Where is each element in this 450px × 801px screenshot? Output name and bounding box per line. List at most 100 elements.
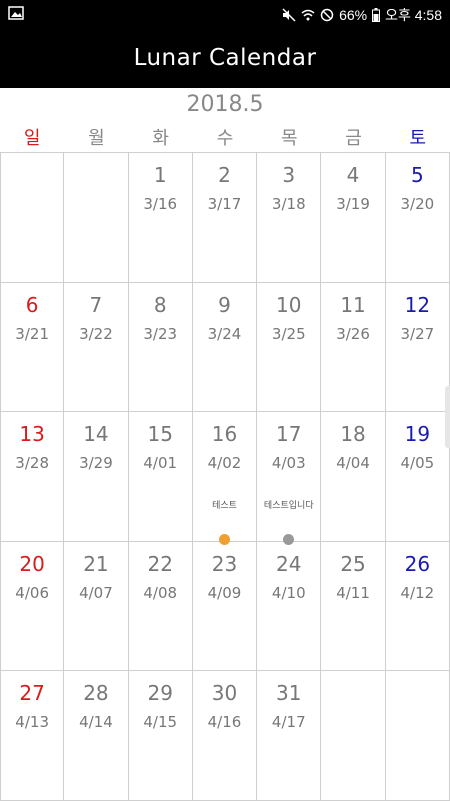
day-number: 14	[83, 422, 109, 447]
calendar-week-row: 27 4/13 28 4/14 29 4/15 30 4/16 31 4/17	[0, 671, 450, 801]
lunar-date: 3/19	[336, 195, 370, 213]
day-number: 15	[147, 422, 173, 447]
lunar-date: 3/28	[15, 454, 49, 473]
calendar-day-cell[interactable]: 3 3/18	[257, 153, 322, 282]
day-number: 21	[83, 551, 109, 576]
weekday-wed: 수	[216, 128, 234, 149]
calendar-day-cell[interactable]: 29 4/15	[129, 671, 193, 800]
day-number: 20	[19, 551, 45, 576]
calendar-day-cell[interactable]: 22 4/08	[129, 541, 193, 671]
calendar-day-cell[interactable]: 12 3/27	[386, 282, 450, 412]
day-number: 22	[147, 551, 173, 576]
weekday-mon: 월	[88, 128, 105, 149]
gallery-notification-icon	[8, 6, 24, 23]
calendar-day-cell[interactable]: 15 4/01	[129, 412, 193, 541]
lunar-date: 3/18	[271, 195, 306, 213]
event-label[interactable]: 테스트입니다	[263, 501, 314, 512]
lunar-date: 4/05	[400, 454, 435, 473]
calendar-empty-cell	[0, 153, 65, 282]
lunar-date: 4/02	[207, 454, 242, 473]
mute-icon	[282, 8, 296, 22]
weekday-sat: 토	[409, 128, 427, 149]
lunar-date: 4/04	[336, 454, 370, 473]
calendar-day-cell[interactable]: 20 4/06	[0, 541, 65, 671]
do-not-disturb-icon	[320, 8, 334, 22]
lunar-date: 3/23	[143, 324, 178, 343]
event-label[interactable]: 테스트	[212, 501, 237, 512]
day-number: 13	[19, 422, 45, 447]
day-number: 19	[404, 422, 431, 447]
day-number: 30	[211, 681, 238, 706]
day-number: 8	[153, 292, 167, 317]
clock: 오후 4:58	[385, 7, 442, 23]
calendar-day-cell[interactable]: 10 3/25	[257, 282, 322, 412]
calendar-day-cell[interactable]: 21 4/07	[64, 541, 129, 671]
calendar-day-cell[interactable]: 1 3/16	[129, 153, 193, 282]
calendar-day-cell[interactable]: 31 4/17	[257, 671, 322, 800]
app-title: Lunar Calendar	[133, 45, 317, 71]
calendar-day-cell[interactable]: 16 4/02 테스트	[193, 412, 258, 546]
calendar-week-row: 20 4/06 21 4/07 22 4/08 23 4/09 24 4/10 25 4/11 26 4/…	[0, 541, 450, 672]
calendar-day-cell[interactable]: 8 3/23	[129, 282, 193, 412]
calendar-day-cell[interactable]: 4 3/19	[321, 153, 386, 282]
event-dot-icon	[218, 534, 230, 546]
event-dot-icon	[283, 534, 295, 546]
calendar-day-cell[interactable]: 27 4/13	[0, 671, 65, 800]
calendar-day-cell[interactable]: 13 3/28	[0, 412, 65, 541]
lunar-date: 4/06	[15, 583, 49, 602]
lunar-date: 4/01	[143, 454, 178, 473]
calendar-day-cell[interactable]: 19 4/05	[386, 412, 450, 541]
lunar-date: 3/17	[207, 195, 242, 213]
calendar-week-row: 1 3/16 2 3/17 3 3/18 4 3/19 5 3/20	[0, 153, 450, 283]
lunar-date: 3/29	[79, 454, 113, 473]
battery-icon	[372, 8, 381, 22]
month-label[interactable]: 2018.5	[186, 92, 264, 117]
day-number: 31	[276, 681, 302, 706]
calendar-day-cell[interactable]: 6 3/21	[0, 282, 65, 412]
day-number: 28	[83, 681, 109, 706]
calendar-day-cell[interactable]: 9 3/24	[193, 282, 258, 412]
lunar-date: 3/22	[79, 324, 113, 343]
day-number: 6	[25, 292, 39, 317]
calendar-day-cell[interactable]: 14 3/29	[64, 412, 129, 541]
calendar-day-cell[interactable]: 11 3/26	[321, 282, 386, 412]
day-number: 18	[340, 422, 366, 447]
calendar-day-cell[interactable]: 2 3/17	[193, 153, 258, 282]
lunar-date: 4/08	[143, 583, 178, 602]
calendar-day-cell[interactable]: 18 4/04	[321, 412, 386, 541]
day-number: 17	[276, 422, 302, 447]
weekday-fri: 금	[345, 128, 362, 149]
lunar-date: 3/21	[15, 324, 49, 343]
calendar-day-cell[interactable]: 5 3/20	[386, 153, 450, 282]
calendar-day-cell[interactable]: 23 4/09	[193, 541, 258, 671]
lunar-date: 4/03	[271, 454, 306, 473]
calendar-day-cell[interactable]: 28 4/14	[64, 671, 129, 800]
lunar-date: 4/16	[207, 713, 242, 732]
calendar-day-cell[interactable]: 7 3/22	[64, 282, 129, 412]
day-number: 7	[89, 292, 103, 317]
day-number: 23	[211, 551, 238, 576]
calendar-day-cell[interactable]: 17 4/03 테스트입니다	[257, 412, 322, 546]
day-number: 3	[282, 163, 296, 187]
lunar-date: 4/14	[79, 713, 113, 732]
day-number: 11	[340, 292, 366, 317]
lunar-date: 3/27	[400, 324, 435, 343]
day-number: 16	[211, 422, 238, 447]
lunar-date: 3/20	[400, 195, 435, 213]
lunar-date: 3/16	[143, 195, 178, 213]
day-number: 12	[404, 292, 431, 317]
lunar-date: 3/24	[207, 324, 242, 343]
calendar-empty-cell	[386, 671, 450, 800]
calendar-day-cell[interactable]: 25 4/11	[321, 541, 386, 671]
day-number: 5	[410, 163, 424, 187]
lunar-date: 4/12	[400, 583, 435, 602]
lunar-date: 4/10	[271, 583, 306, 602]
day-number: 1	[153, 163, 167, 187]
calendar-day-cell[interactable]: 24 4/10	[257, 541, 322, 671]
lunar-date: 3/25	[271, 324, 306, 343]
status-bar: 66% 오후 4:58	[0, 0, 450, 28]
side-panel-handle[interactable]	[445, 386, 450, 448]
lunar-date: 3/26	[336, 324, 370, 343]
calendar-day-cell[interactable]: 26 4/12	[386, 541, 450, 671]
calendar-day-cell[interactable]: 30 4/16	[193, 671, 258, 800]
